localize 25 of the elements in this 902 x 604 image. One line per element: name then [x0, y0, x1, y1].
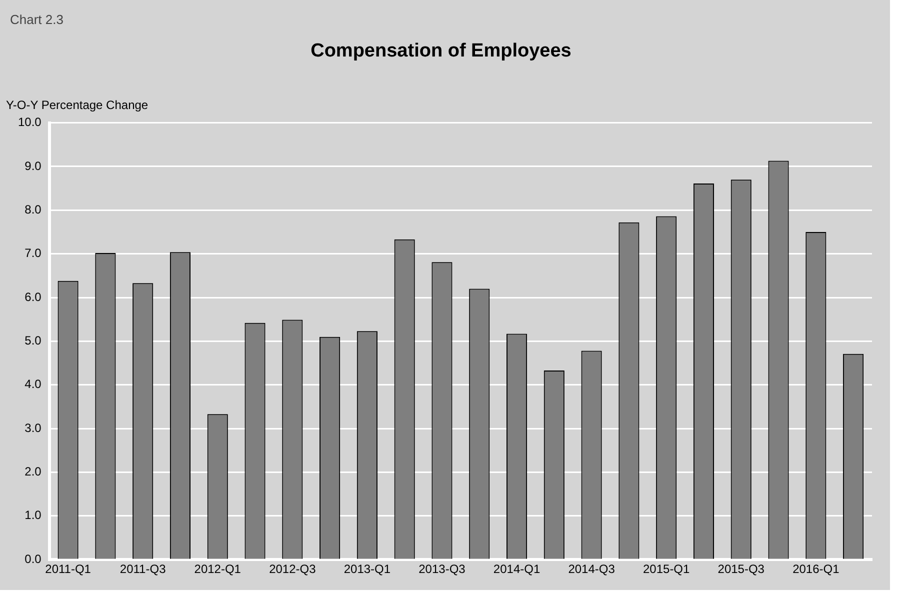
y-tick-label: 4.0	[24, 377, 42, 392]
x-tick-label: 2012-Q3	[269, 562, 316, 576]
x-tick-label: 2015-Q1	[642, 562, 690, 576]
y-tick-label: 5.0	[24, 334, 42, 348]
x-tick-label: 2011-Q3	[120, 562, 166, 576]
x-tick-label: 2014-Q1	[493, 562, 540, 576]
x-tick-label: 2013-Q3	[418, 562, 466, 576]
x-tick-label: 2011-Q1	[45, 562, 92, 576]
x-tick-label: 2013-Q1	[344, 562, 391, 576]
y-tick-label: 2.0	[24, 464, 42, 479]
x-tick-label: 2014-Q3	[568, 562, 616, 576]
y-tick-label: 7.0	[24, 246, 42, 260]
y-tick-label: 10.0	[18, 115, 42, 130]
y-tick-label: 6.0	[24, 290, 42, 304]
y-tick-label: 0.0	[24, 552, 42, 566]
y-tick-label: 9.0	[24, 158, 42, 173]
y-tick-label: 8.0	[24, 202, 42, 216]
caption: Chart 2.3	[10, 12, 64, 27]
y-tick-label: 3.0	[24, 420, 42, 435]
y-axis-title: Y-O-Y Percentage Change	[6, 98, 148, 112]
y-tick-label: 1.0	[24, 508, 42, 522]
x-tick-label: 2016-Q1	[792, 562, 840, 576]
x-tick-label: 2015-Q3	[718, 562, 765, 576]
x-tick-label: 2012-Q1	[194, 562, 242, 576]
chart-title: Compensation of Employees	[310, 40, 572, 62]
